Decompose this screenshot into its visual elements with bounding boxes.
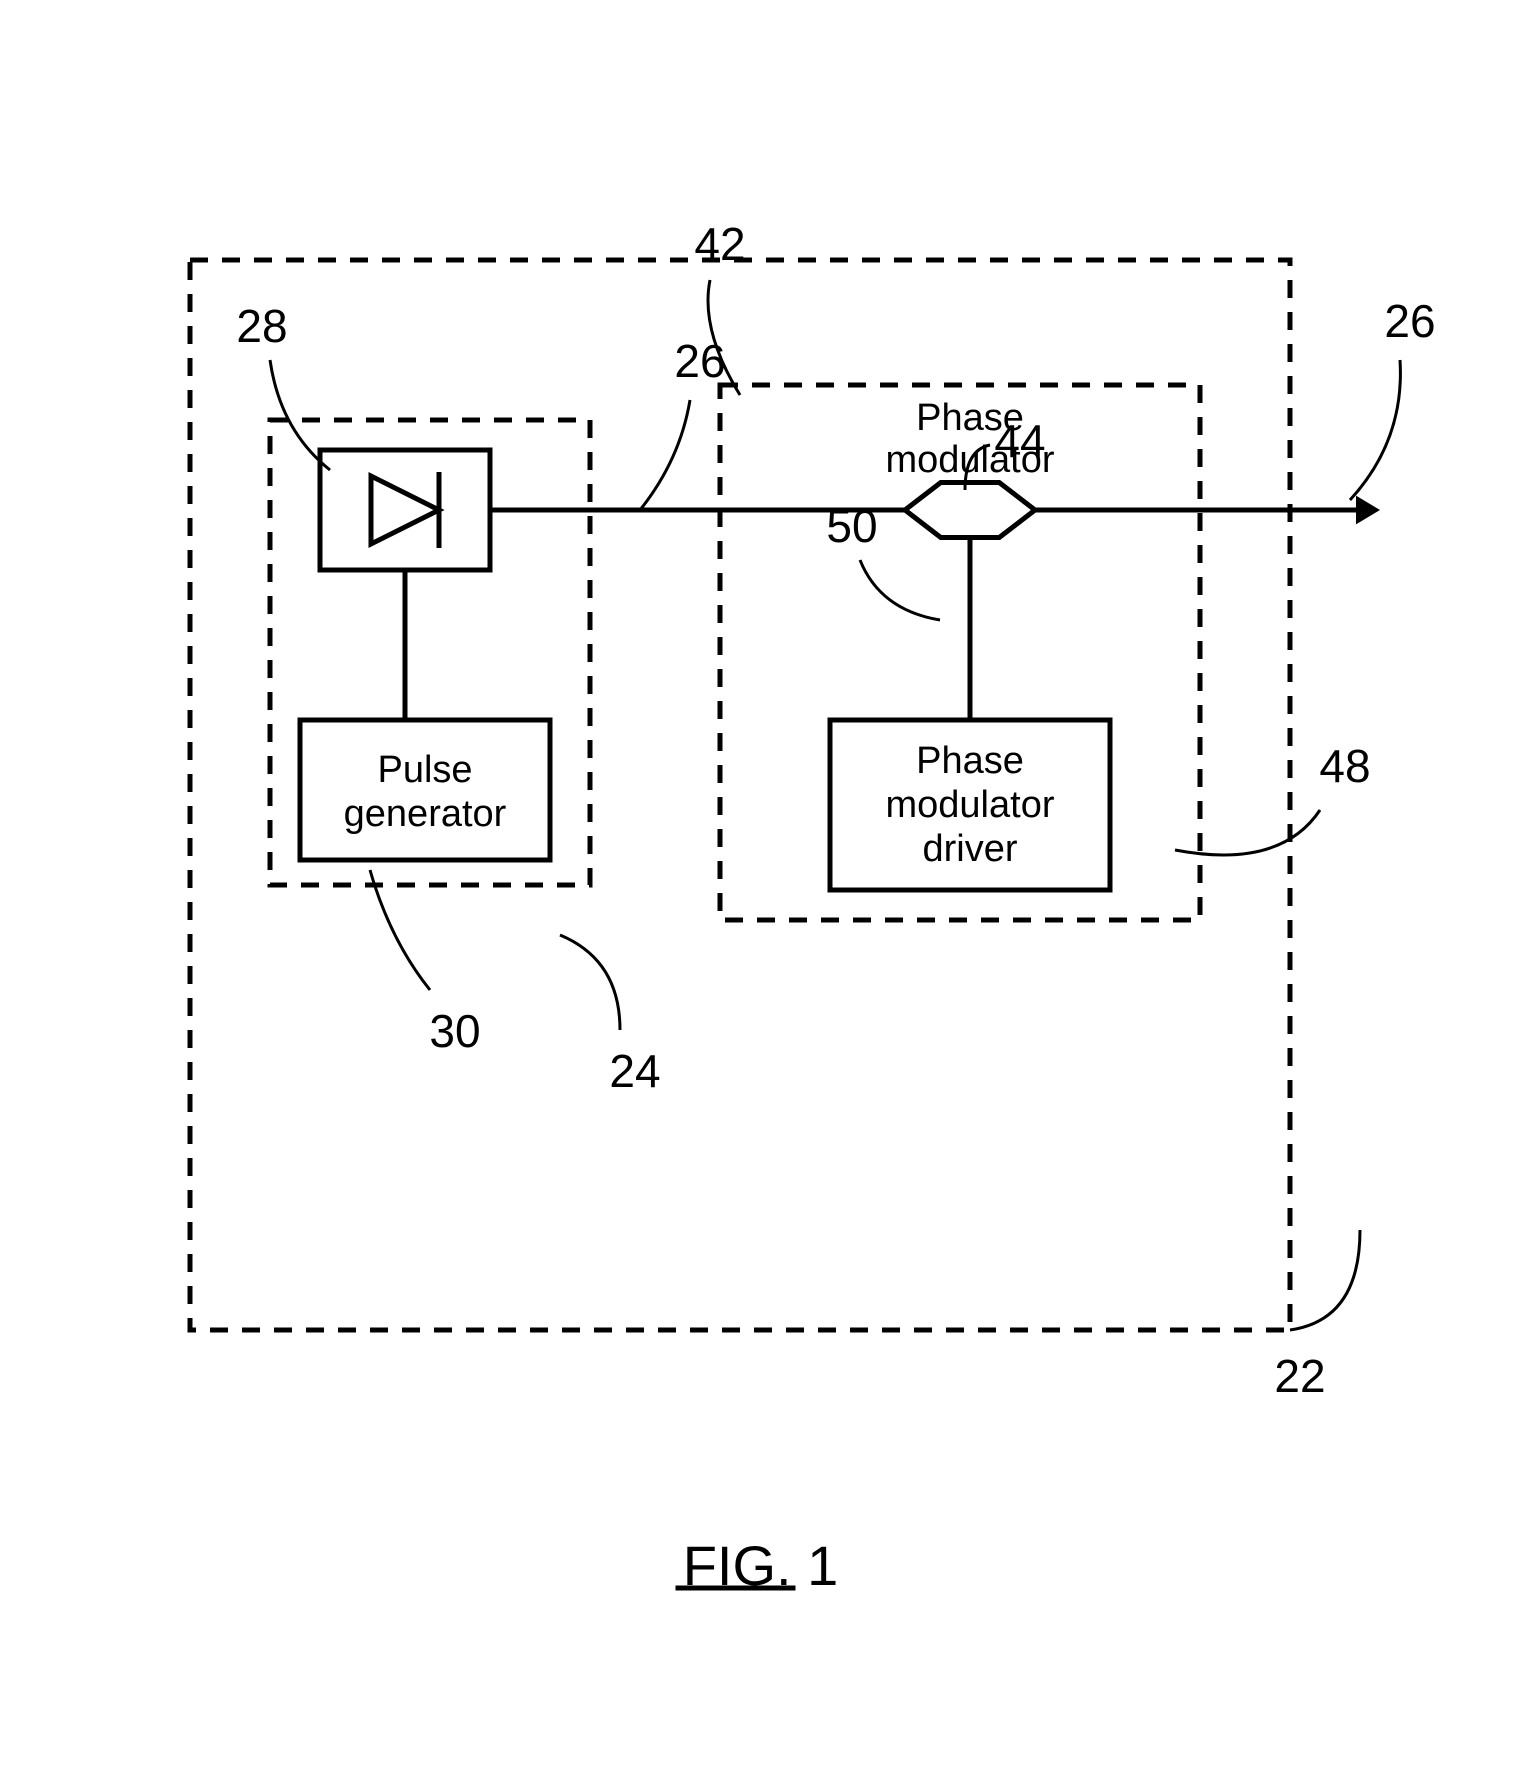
svg-text:modulator: modulator — [886, 784, 1055, 826]
ref-r28: 28 — [236, 300, 287, 352]
output-arrow-icon — [1356, 496, 1380, 525]
ref-r50: 50 — [826, 500, 877, 552]
ref-r26a: 26 — [674, 335, 725, 387]
ref-r48: 48 — [1319, 740, 1370, 792]
leader-r22 — [1290, 1230, 1360, 1330]
svg-text:driver: driver — [922, 828, 1017, 870]
phase-modulator-shape — [905, 483, 1035, 538]
ref-r22: 22 — [1274, 1350, 1325, 1402]
svg-text:generator: generator — [344, 793, 507, 835]
leader-r48 — [1175, 810, 1320, 855]
pulse-gen-label: Pulse — [377, 749, 472, 791]
ref-r42: 42 — [694, 218, 745, 270]
pm-driver-label: Phase — [916, 740, 1024, 782]
ref-r26b: 26 — [1384, 295, 1435, 347]
ref-r44: 44 — [994, 415, 1045, 467]
leader-r24 — [560, 935, 620, 1030]
ref-r24: 24 — [609, 1045, 660, 1097]
leader-r26b — [1350, 360, 1400, 500]
leader-r50 — [860, 560, 940, 620]
laser-diode-icon — [371, 476, 439, 544]
ref-r30: 30 — [429, 1005, 480, 1057]
leader-r30 — [370, 870, 430, 990]
laser-box — [320, 450, 490, 570]
leader-r26a — [640, 400, 690, 510]
